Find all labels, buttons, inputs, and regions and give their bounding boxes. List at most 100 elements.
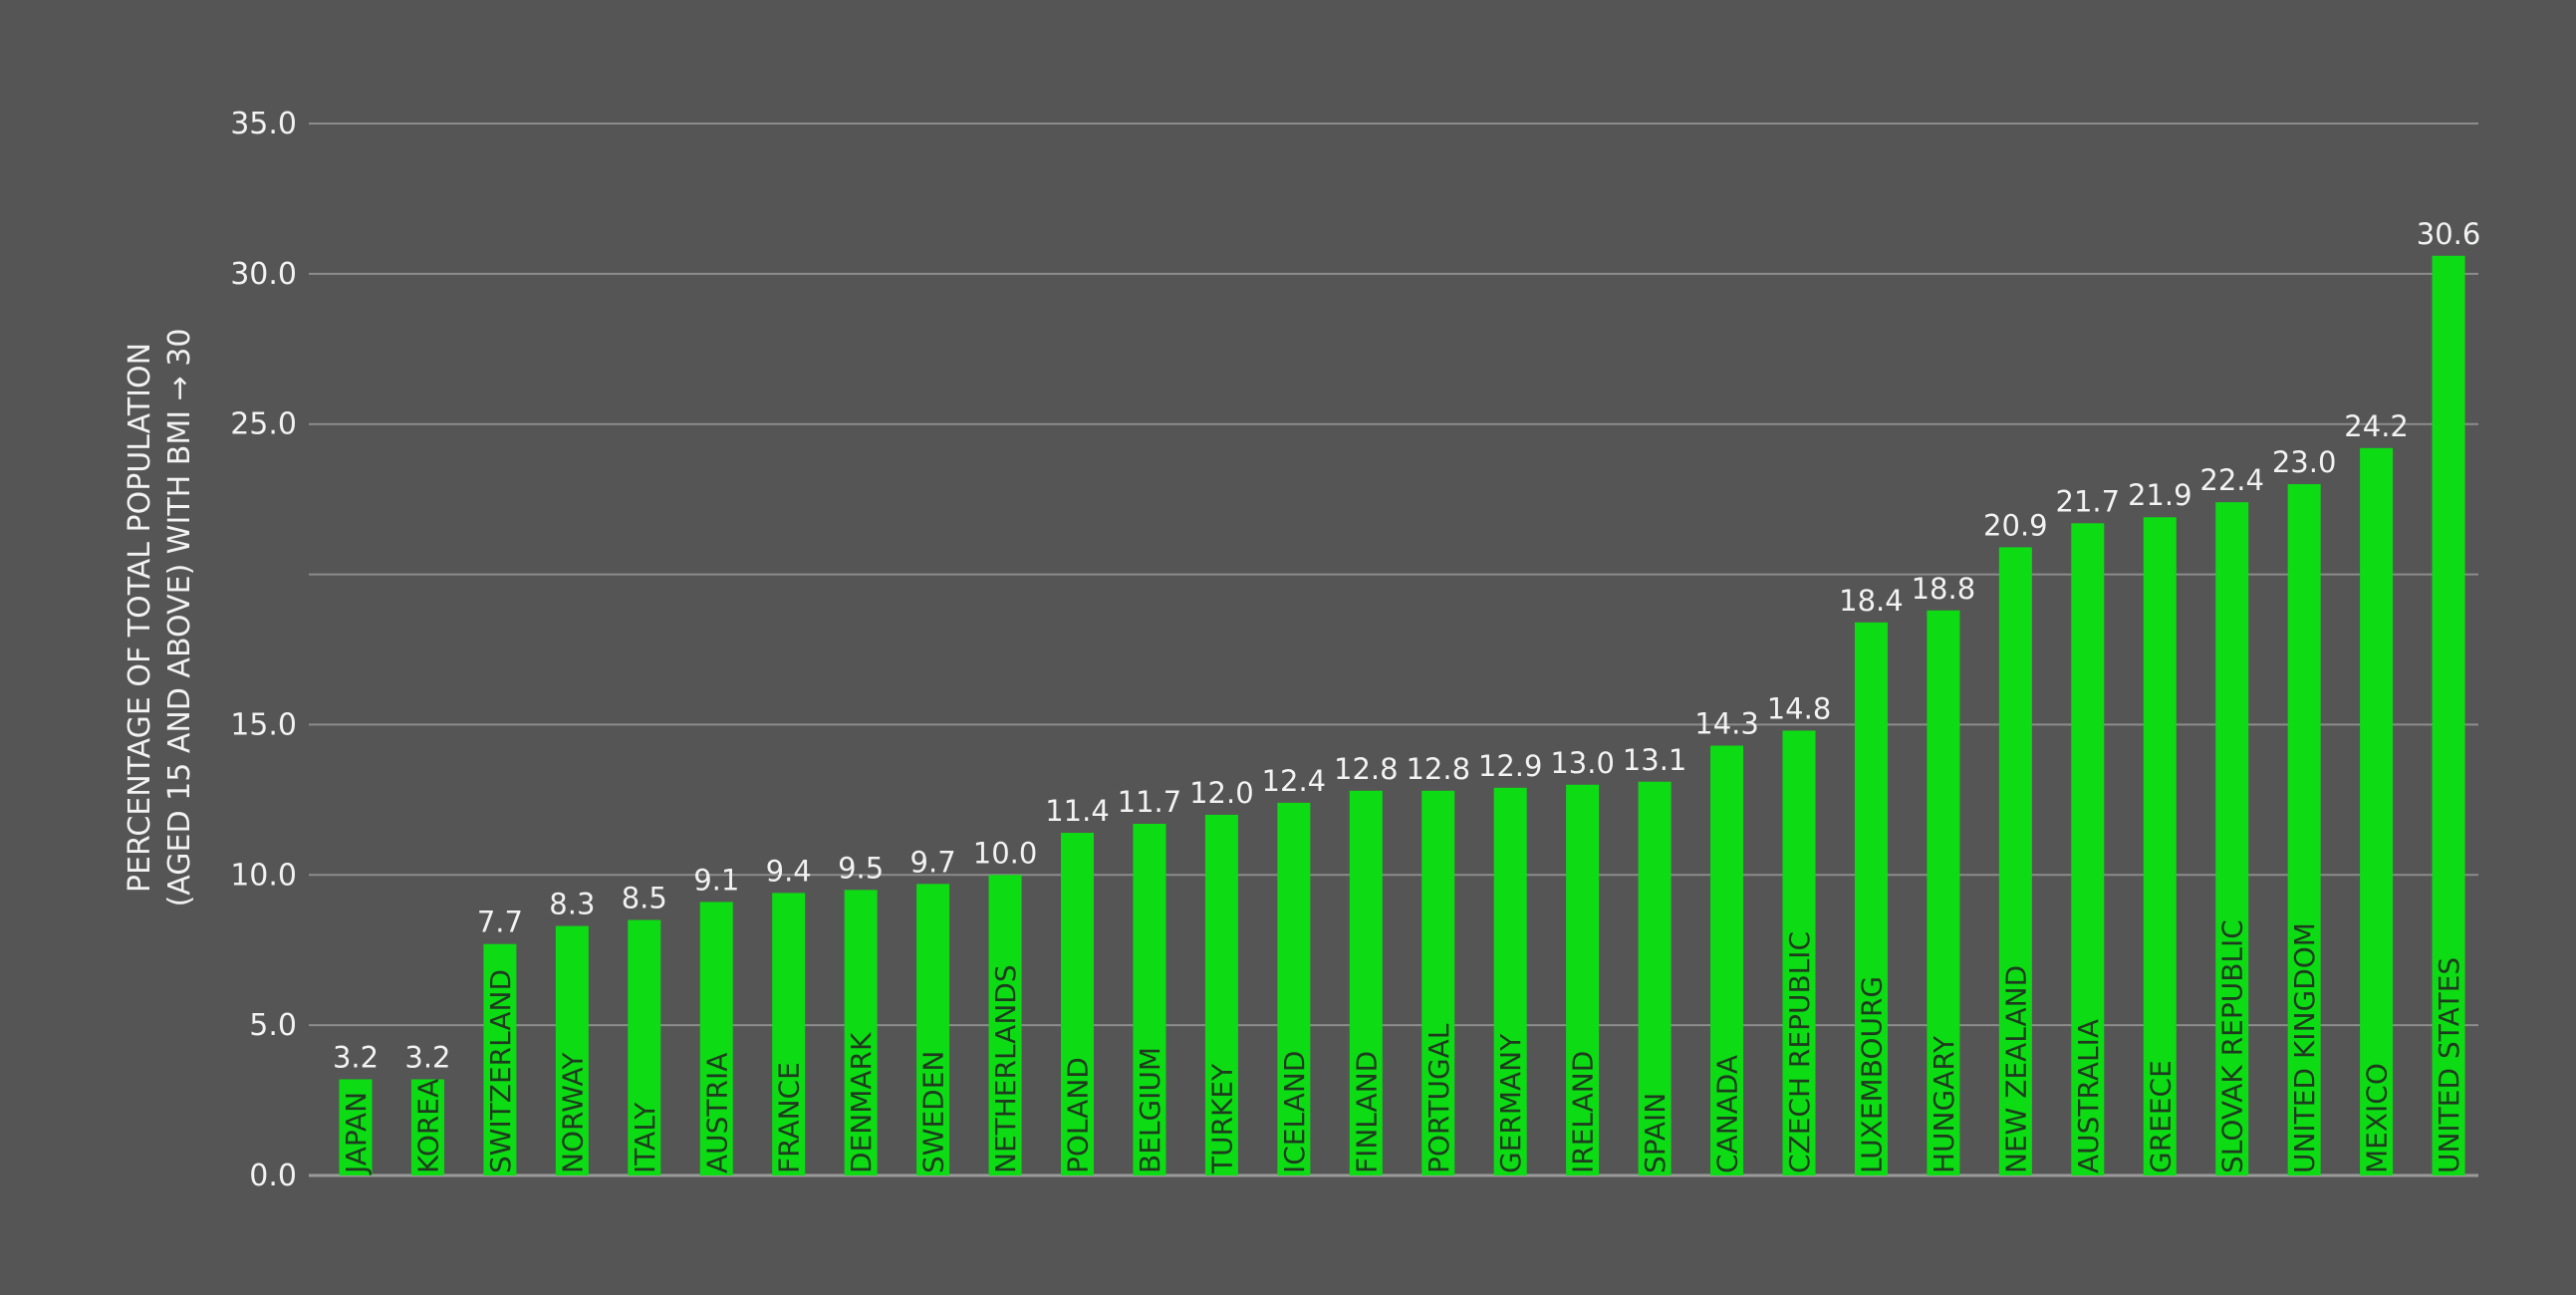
bar [483,943,517,1175]
y-axis-title-line: (AGED 15 AND ABOVE) WITH BMI → 30 [162,329,197,907]
bar [1566,784,1600,1175]
bar [1349,790,1383,1175]
bar-group: 18.8 HUNGARY [1912,572,1976,1175]
bar-value-label: 7.7 [477,906,523,939]
bar-group: 18.4 LUXEMBOURG [1839,584,1904,1175]
bar-value-label: 20.9 [1983,508,2048,542]
bar-group: 10.0 NETHERLANDS [973,836,1037,1175]
bar-value-label: 23.0 [2272,445,2337,479]
bar-group: 12.0 TURKEY [1189,776,1254,1175]
category-label: GERMANY [1494,1033,1527,1173]
bar-group: 24.2 MEXICO [2344,409,2409,1175]
category-label: ICELAND [1278,1051,1311,1173]
bar [2143,517,2177,1175]
bar-group: 11.4 POLAND [1045,794,1110,1175]
bar-value-label: 24.2 [2344,409,2409,443]
bar-group: 9.7 SWEDEN [910,845,956,1175]
bar-group: 12.8 FINLAND [1334,752,1399,1175]
bar-group: 7.7 SWITZERLAND [477,906,523,1175]
bar-group: 12.4 ICELAND [1262,764,1327,1175]
bar [628,919,661,1175]
bar-value-label: 3.2 [404,1040,450,1074]
bar-group: 9.5 DENMARK [838,851,884,1175]
bar-value-label: 8.3 [549,888,595,921]
bar [555,925,589,1175]
bar-value-label: 11.7 [1118,785,1182,819]
bar-value-label: 8.5 [622,882,667,915]
bar [1061,833,1094,1175]
y-tick-label: 10.0 [230,858,297,893]
category-label: IRELAND [1567,1051,1600,1173]
bar-value-label: 3.2 [333,1040,379,1074]
y-tick-label: 35.0 [230,107,297,141]
bar-value-label: 11.4 [1045,794,1110,828]
bar [2287,484,2321,1175]
bar-value-label: 18.8 [1912,572,1976,606]
y-tick-label: 30.0 [230,257,297,292]
bar-group: 20.9 NEW ZEALAND [1983,508,2048,1175]
bar [1133,823,1166,1175]
category-label: NETHERLANDS [989,964,1022,1173]
bar-value-label: 13.1 [1623,743,1687,777]
bar-value-label: 14.8 [1767,691,1832,725]
category-label: SLOVAK REPUBLIC [2216,919,2249,1173]
bar-group: 22.4 SLOVAK REPUBLIC [2199,463,2264,1175]
category-label: UNITED KINGDOM [2288,922,2321,1173]
category-label: HUNGARY [1928,1035,1960,1173]
bar [988,875,1022,1175]
bar-value-label: 18.4 [1839,584,1904,618]
category-label: DENMARK [845,1032,878,1173]
bar-value-label: 12.8 [1406,752,1470,786]
bar-group: 8.5 ITALY [622,882,667,1175]
category-label: AUSTRIA [700,1053,733,1173]
y-tick-label: 0.0 [249,1159,297,1193]
category-label: CZECH REPUBLIC [1783,931,1816,1173]
category-label: PORTUGAL [1422,1023,1455,1173]
bar-value-label: 30.6 [2417,217,2481,251]
bar [1854,622,1888,1175]
bar-group: 13.0 IRELAND [1550,746,1615,1175]
category-label: FINLAND [1350,1051,1383,1173]
category-label: NORWAY [556,1052,589,1173]
bar-value-label: 12.0 [1189,776,1254,810]
bar [339,1079,373,1175]
category-label: FRANCE [773,1062,806,1173]
category-label: AUSTRALIA [2072,1019,2105,1173]
category-label: ITALY [629,1102,661,1173]
bar-value-label: 9.1 [693,863,739,897]
y-tick-label: 5.0 [249,1008,297,1043]
bar [1998,547,2032,1175]
bar-group: 14.8 CZECH REPUBLIC [1767,691,1832,1175]
bar-value-label: 12.9 [1478,749,1543,783]
bar-group: 9.4 FRANCE [766,854,812,1175]
category-label: SWITZERLAND [484,969,517,1173]
bar-value-label: 21.7 [2056,484,2121,518]
category-label: MEXICO [2361,1063,2394,1173]
bar [410,1079,444,1175]
category-label: TURKEY [1205,1063,1238,1174]
category-label: SWEDEN [917,1051,950,1173]
bar-group: 21.7 AUSTRALIA [2056,484,2121,1175]
category-label: KOREA [411,1079,444,1173]
bar-value-label: 13.0 [1550,746,1615,780]
bar-group: 11.7 BELGIUM [1118,785,1182,1175]
category-label: SPAIN [1639,1093,1672,1173]
bar-group: 3.2 KOREA [404,1040,451,1175]
bar-value-label: 12.4 [1262,764,1327,798]
y-tick-label: 25.0 [230,407,297,442]
bar [2071,523,2105,1175]
bar [2432,255,2465,1175]
bar-group: 8.3 NORWAY [549,888,595,1175]
category-label: CANADA [1711,1055,1744,1173]
bar-value-label: 21.9 [2128,478,2192,512]
bar-group: 3.2 JAPAN [333,1040,379,1175]
bar-value-label: 14.3 [1694,707,1759,741]
bar-group: 14.3 CANADA [1694,707,1759,1175]
bar [2360,447,2394,1175]
bar-value-label: 9.7 [910,845,956,879]
bar-group: 12.8 PORTUGAL [1406,752,1470,1175]
bar [1277,802,1311,1175]
bar-group: 12.9 GERMANY [1478,749,1543,1175]
y-axis-title-line: PERCENTAGE OF TOTAL POPULATION [123,343,157,893]
bar-group: 9.1 AUSTRIA [693,863,739,1175]
